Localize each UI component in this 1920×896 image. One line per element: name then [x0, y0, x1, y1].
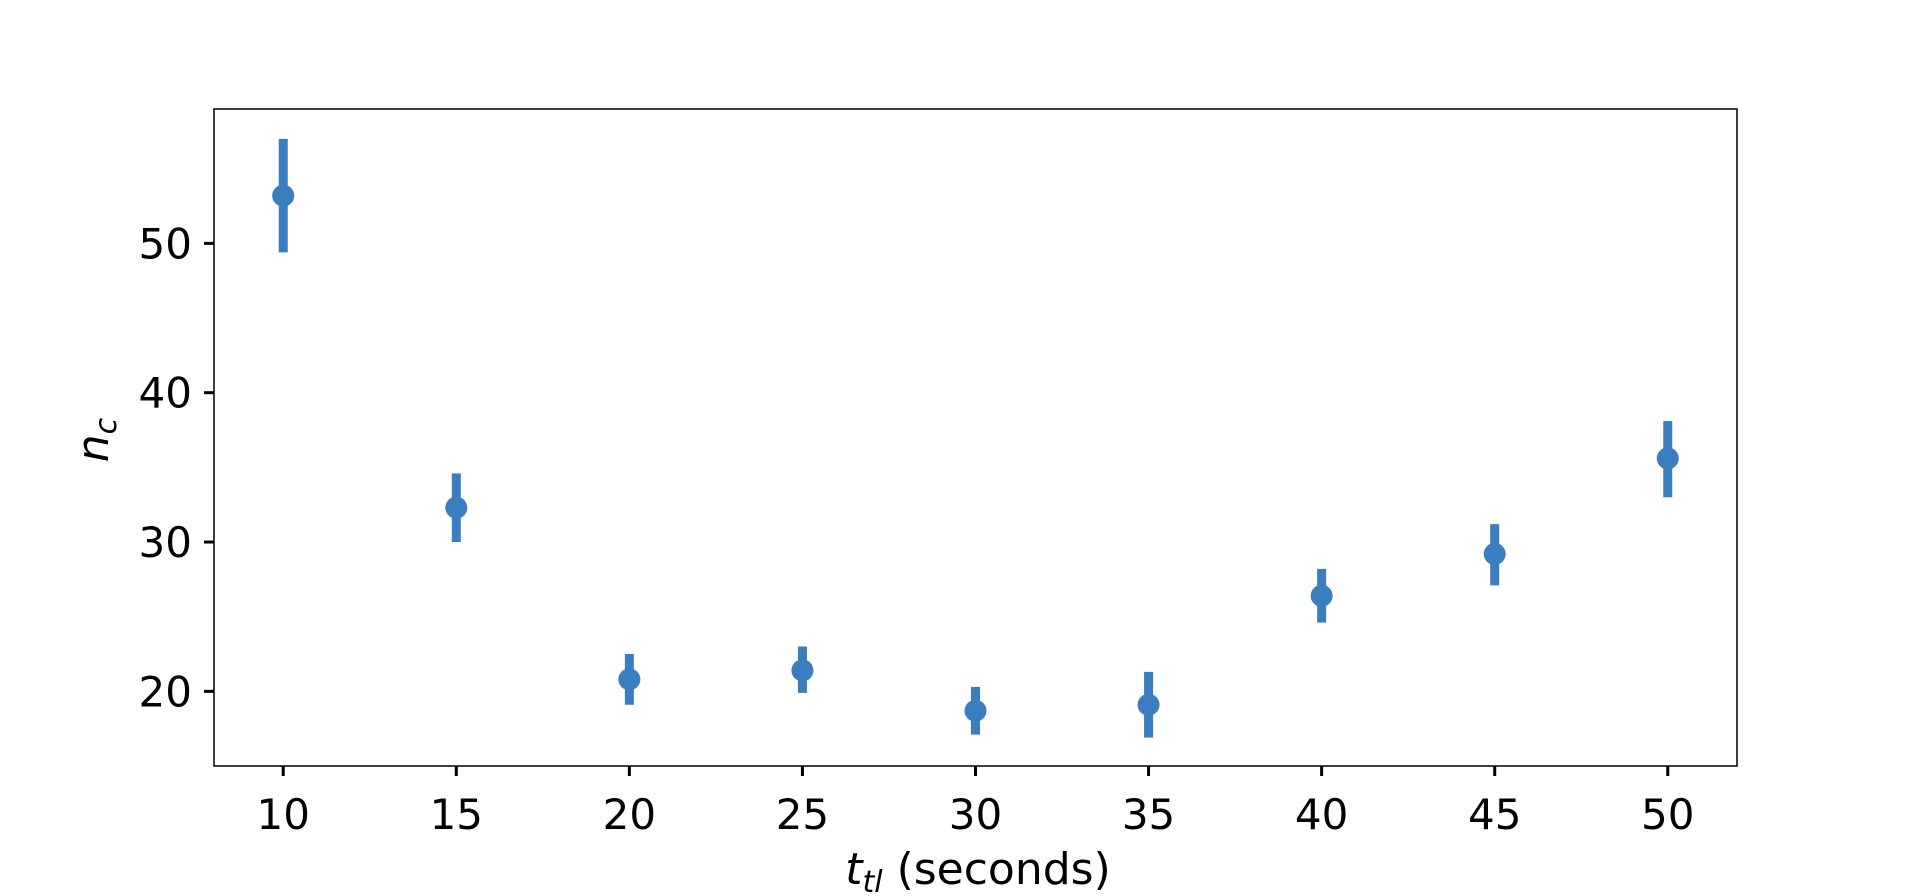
data-point: [1656, 447, 1679, 470]
y-axis-label: nc: [68, 417, 124, 462]
x-tick-label: 30: [949, 790, 1002, 839]
y-tick-label: 40: [139, 369, 192, 418]
x-tick-label: 40: [1295, 790, 1348, 839]
y-axis-label-subscript: c: [89, 417, 124, 434]
data-point: [964, 699, 987, 722]
plot-frame: [213, 108, 1738, 767]
x-axis-label-subscript: tl: [862, 865, 883, 896]
data-point: [791, 659, 814, 682]
x-tick-label: 25: [776, 790, 829, 839]
y-tick-label: 30: [139, 518, 192, 567]
y-axis-label-base: n: [68, 434, 119, 462]
y-axis-ticks: 20 30 40 50: [139, 219, 214, 716]
x-tick-label: 15: [430, 790, 483, 839]
data-marks: [272, 138, 1679, 738]
y-tick-label: 20: [139, 667, 192, 716]
data-point: [1310, 584, 1333, 607]
x-tick-label: 20: [603, 790, 656, 839]
data-point: [1137, 693, 1160, 716]
x-tick-label: 10: [257, 790, 310, 839]
data-point: [1483, 542, 1506, 565]
x-axis-label: ttl (seconds): [845, 844, 1111, 896]
x-axis-label-base: t: [845, 844, 864, 895]
x-tick-label: 35: [1122, 790, 1175, 839]
data-point: [445, 496, 468, 519]
data-point: [618, 668, 641, 691]
y-tick-label: 50: [139, 219, 192, 268]
x-tick-label: 45: [1468, 790, 1521, 839]
x-axis-label-suffix: (seconds): [883, 844, 1111, 895]
x-axis-ticks: 10 15 20 25 30 35 40 45 50: [257, 766, 1694, 839]
data-point: [272, 184, 295, 207]
x-tick-label: 50: [1641, 790, 1694, 839]
